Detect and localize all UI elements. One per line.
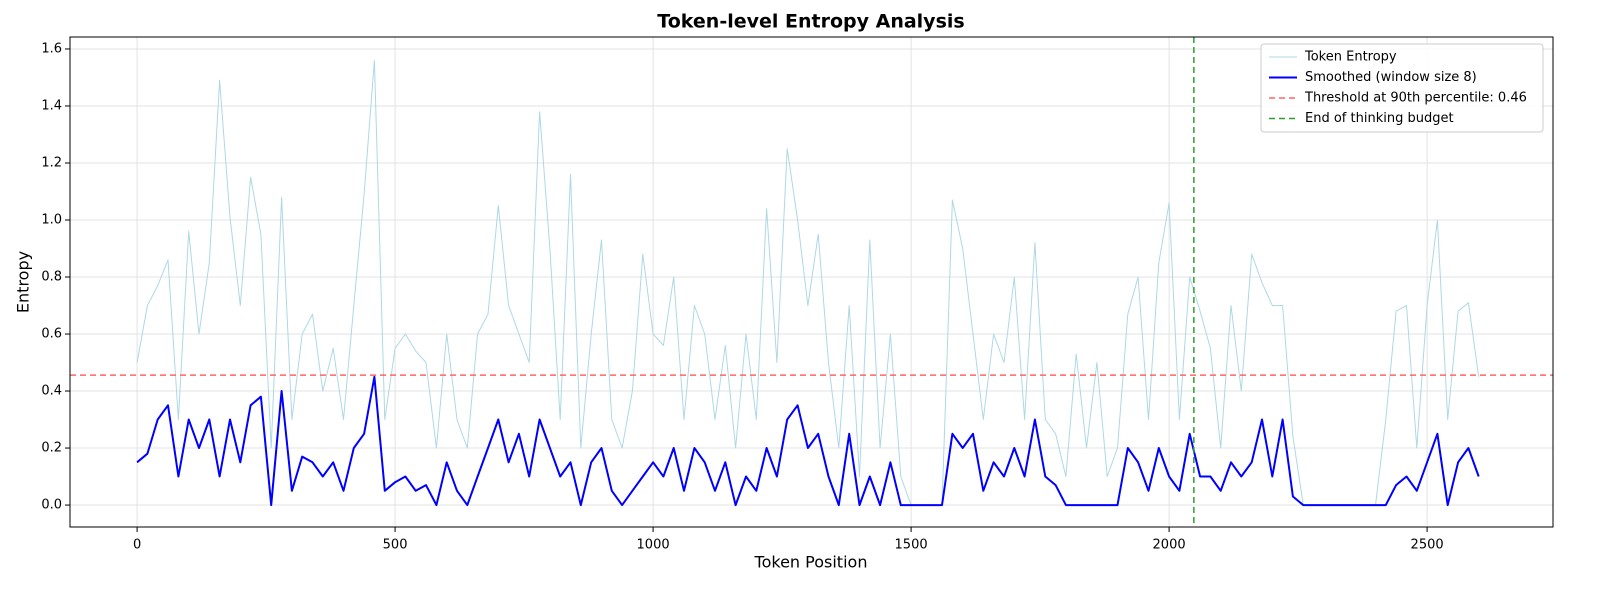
x-tick-label: 0: [133, 538, 141, 553]
y-tick-label: 0.8: [41, 270, 62, 285]
legend-label: Smoothed (window size 8): [1305, 70, 1477, 85]
y-tick-label: 1.0: [41, 213, 62, 228]
y-tick-label: 0.6: [41, 327, 62, 342]
y-tick-label: 1.2: [41, 155, 62, 170]
legend-label: End of thinking budget: [1305, 111, 1454, 126]
y-tick-label: 0.0: [41, 498, 62, 513]
y-axis-label: Entropy: [14, 251, 33, 313]
y-tick-label: 1.4: [41, 98, 62, 113]
y-tick-label: 1.6: [41, 41, 62, 56]
legend-label: Token Entropy: [1304, 50, 1397, 65]
series-line: [136, 59, 1480, 506]
series-line: [136, 375, 1480, 507]
y-tick-label: 0.2: [41, 441, 62, 456]
plot-frame: [69, 36, 1554, 528]
chart-title: Token-level Entropy Analysis: [657, 11, 964, 33]
x-tick-label: 500: [383, 538, 408, 553]
legend-label: Threshold at 90th percentile: 0.46: [1304, 91, 1527, 106]
y-tick-label: 0.4: [41, 384, 62, 399]
legend: Token Entropy Smoothed (window size 8) Thr…: [1260, 43, 1544, 133]
x-tick-label: 1500: [895, 538, 928, 553]
legend-box: [1260, 43, 1544, 133]
x-axis-label: Token Position: [754, 553, 868, 572]
x-tick-label: 1000: [637, 538, 670, 553]
x-tick-label: 2500: [1411, 538, 1444, 553]
x-tick-label: 2000: [1153, 538, 1186, 553]
